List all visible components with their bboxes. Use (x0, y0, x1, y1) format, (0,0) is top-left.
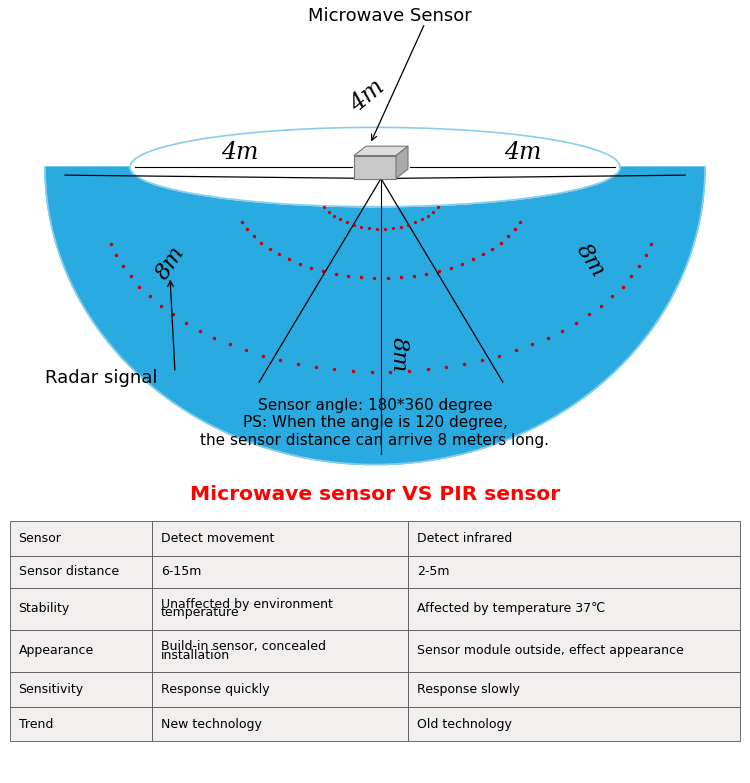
Text: Old technology: Old technology (417, 717, 512, 731)
Text: Microwave sensor VS PIR sensor: Microwave sensor VS PIR sensor (190, 485, 560, 504)
Text: Sensor distance: Sensor distance (19, 565, 118, 579)
FancyBboxPatch shape (152, 588, 408, 630)
Text: temperature: temperature (161, 607, 239, 619)
Text: PS: When the angle is 120 degree,: PS: When the angle is 120 degree, (242, 415, 508, 431)
Text: Detect movement: Detect movement (161, 532, 274, 545)
Text: 6-15m: 6-15m (161, 565, 201, 579)
Text: 8m: 8m (572, 240, 609, 282)
Text: Sensor angle: 180*360 degree: Sensor angle: 180*360 degree (258, 398, 492, 413)
FancyBboxPatch shape (10, 672, 152, 707)
Text: Response slowly: Response slowly (417, 683, 520, 696)
Text: 4m: 4m (221, 141, 259, 164)
Text: New technology: New technology (161, 717, 262, 731)
Text: 4m: 4m (504, 141, 542, 164)
Text: the sensor distance can arrive 8 meters long.: the sensor distance can arrive 8 meters … (200, 433, 550, 448)
Text: Radar signal: Radar signal (45, 369, 158, 387)
Text: Response quickly: Response quickly (161, 683, 269, 696)
Text: 8m: 8m (388, 337, 410, 373)
FancyBboxPatch shape (408, 672, 740, 707)
Polygon shape (354, 146, 408, 156)
Polygon shape (45, 167, 705, 464)
Text: Sensor module outside, effect appearance: Sensor module outside, effect appearance (417, 644, 683, 658)
FancyBboxPatch shape (152, 672, 408, 707)
FancyBboxPatch shape (10, 707, 152, 742)
Text: Affected by temperature 37℃: Affected by temperature 37℃ (417, 602, 604, 615)
Text: Detect infrared: Detect infrared (417, 532, 512, 545)
FancyBboxPatch shape (152, 556, 408, 588)
FancyBboxPatch shape (152, 630, 408, 672)
FancyBboxPatch shape (408, 588, 740, 630)
FancyBboxPatch shape (408, 521, 740, 556)
Polygon shape (130, 128, 620, 207)
FancyBboxPatch shape (10, 588, 152, 630)
Text: Trend: Trend (19, 717, 53, 731)
Text: Build-in sensor, concealed: Build-in sensor, concealed (161, 640, 326, 653)
Polygon shape (354, 156, 396, 179)
FancyBboxPatch shape (408, 707, 740, 742)
FancyBboxPatch shape (152, 707, 408, 742)
Text: Sensitivity: Sensitivity (19, 683, 84, 696)
Text: Unaffected by environment: Unaffected by environment (161, 598, 333, 611)
Text: 8m: 8m (152, 242, 189, 284)
Text: Sensor: Sensor (19, 532, 62, 545)
Polygon shape (396, 146, 408, 179)
FancyBboxPatch shape (10, 521, 152, 556)
FancyBboxPatch shape (152, 521, 408, 556)
Text: 2-5m: 2-5m (417, 565, 449, 579)
Text: Microwave Sensor: Microwave Sensor (308, 7, 472, 24)
FancyBboxPatch shape (10, 630, 152, 672)
Text: 4m: 4m (345, 75, 388, 117)
Text: Stability: Stability (19, 602, 70, 615)
Text: installation: installation (161, 648, 230, 662)
Text: Appearance: Appearance (19, 644, 94, 658)
FancyBboxPatch shape (408, 556, 740, 588)
FancyBboxPatch shape (10, 556, 152, 588)
FancyBboxPatch shape (408, 630, 740, 672)
